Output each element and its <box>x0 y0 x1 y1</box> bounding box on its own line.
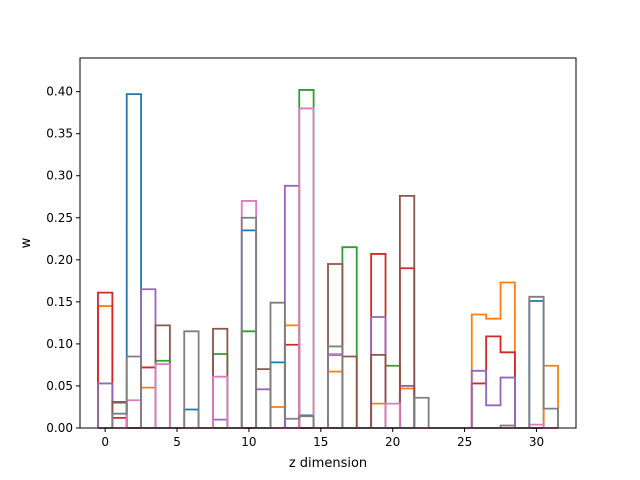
x-tick-label: 25 <box>457 435 472 449</box>
y-tick-label: 0.05 <box>46 379 73 393</box>
y-axis-label: w <box>19 237 34 248</box>
y-axis: 0.00 0.05 0.10 0.15 0.20 0.25 0.30 0.35 0.40 <box>46 85 80 435</box>
x-tick-label: 0 <box>101 435 109 449</box>
y-tick-label: 0.15 <box>46 295 73 309</box>
x-axis: 0 5 10 15 20 25 30 <box>101 428 544 449</box>
x-axis-label: z dimension <box>289 456 367 471</box>
y-tick-label: 0.25 <box>46 211 73 225</box>
y-tick-label: 0.10 <box>46 337 73 351</box>
y-tick-label: 0.30 <box>46 169 73 183</box>
x-tick-label: 20 <box>385 435 400 449</box>
x-tick-label: 10 <box>241 435 256 449</box>
x-tick-label: 5 <box>173 435 181 449</box>
x-tick-label: 15 <box>313 435 328 449</box>
plot-frame <box>79 57 577 429</box>
y-tick-label: 0.40 <box>46 85 73 99</box>
x-tick-label: 30 <box>529 435 544 449</box>
y-tick-label: 0.20 <box>46 253 73 267</box>
y-tick-label: 0.00 <box>46 421 73 435</box>
y-tick-label: 0.35 <box>46 127 73 141</box>
